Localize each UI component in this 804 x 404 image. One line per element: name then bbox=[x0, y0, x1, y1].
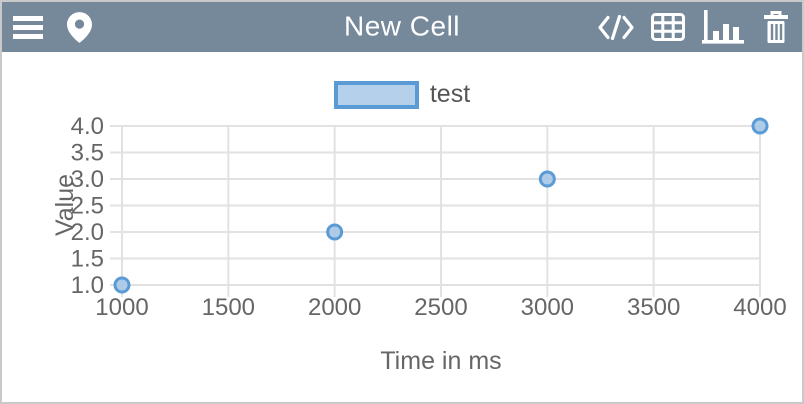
y-axis-tick-label: 2.5 bbox=[71, 193, 104, 220]
header-left-buttons bbox=[13, 11, 92, 43]
legend-swatch bbox=[333, 80, 419, 109]
y-axis-title: Value bbox=[51, 174, 79, 236]
y-axis-tick-label: 3.0 bbox=[71, 166, 104, 193]
x-axis-tick-label: 3000 bbox=[521, 294, 574, 321]
header-right-buttons bbox=[598, 10, 791, 45]
data-point[interactable] bbox=[538, 170, 556, 188]
legend-label: test bbox=[429, 80, 471, 108]
legend[interactable]: test bbox=[2, 80, 802, 109]
x-axis-tick-label: 1000 bbox=[95, 294, 148, 321]
header: New Cell bbox=[2, 2, 802, 52]
x-axis-tick-label: 2500 bbox=[414, 294, 467, 321]
x-axis-tick-label: 2000 bbox=[308, 294, 361, 321]
chart-view-button[interactable] bbox=[702, 10, 744, 44]
y-axis-tick-label: 4.0 bbox=[71, 113, 104, 140]
bar-chart-icon bbox=[702, 10, 744, 44]
data-point[interactable] bbox=[113, 276, 131, 294]
chart-area: test Time in ms Value 1.0 1.5 2.0 2.5 3.0 3.5… bbox=[2, 52, 802, 402]
x-axis-tick-label: 3500 bbox=[627, 294, 680, 321]
y-axis-tick-label: 1.5 bbox=[71, 246, 104, 273]
x-axis-title: Time in ms bbox=[380, 347, 501, 375]
x-axis-tick-label: 4000 bbox=[733, 294, 786, 321]
y-axis-tick-label: 1.0 bbox=[71, 272, 104, 299]
table-view-button[interactable] bbox=[651, 13, 685, 41]
y-axis-tick-label: 3.5 bbox=[71, 140, 104, 167]
page-title: New Cell bbox=[343, 10, 461, 42]
data-point[interactable] bbox=[751, 117, 769, 135]
data-point[interactable] bbox=[326, 223, 344, 241]
menu-icon bbox=[13, 15, 43, 39]
location-button[interactable] bbox=[67, 11, 92, 43]
table-icon bbox=[651, 13, 685, 41]
menu-button[interactable] bbox=[13, 15, 43, 39]
code-icon bbox=[598, 14, 634, 40]
code-view-button[interactable] bbox=[598, 14, 634, 40]
y-axis-tick-label: 2.0 bbox=[71, 219, 104, 246]
scatter-plot: Time in ms Value 1.01.52.02.53.03.54.0 10… bbox=[51, 113, 787, 375]
location-pin-icon bbox=[67, 11, 92, 43]
trash-icon bbox=[761, 10, 791, 45]
x-axis-tick-label: 1500 bbox=[202, 294, 255, 321]
delete-cell-button[interactable] bbox=[761, 10, 791, 45]
